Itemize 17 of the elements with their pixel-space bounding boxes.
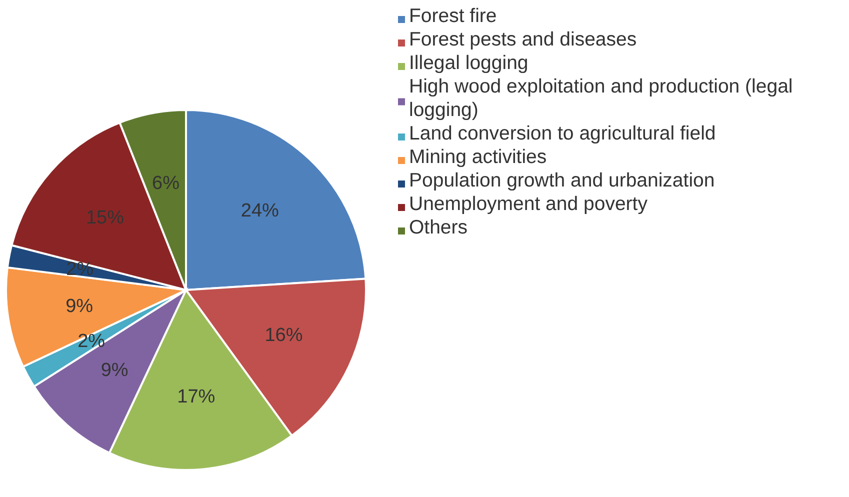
legend-label: Unemployment and poverty — [409, 193, 648, 215]
legend-label: Mining activities — [409, 146, 547, 168]
data-label: 6% — [152, 172, 180, 194]
legend-label: Land conversion to agricultural field — [409, 122, 716, 144]
data-label: 16% — [264, 325, 303, 346]
legend-label: Forest pests and diseases — [409, 28, 637, 50]
data-label: 24% — [240, 200, 280, 222]
legend-label: Population growth and urbanization — [409, 170, 715, 192]
legend-label: Illegal logging — [409, 52, 528, 74]
legend-label: Others — [409, 216, 468, 238]
data-label: 9% — [66, 296, 94, 317]
data-label: 15% — [86, 208, 124, 229]
legend-label: Forest fire — [409, 5, 497, 27]
data-label: 17% — [177, 386, 216, 408]
data-label: 2% — [66, 258, 94, 280]
data-label: 9% — [100, 360, 128, 382]
legend-label: High wood exploitation and production (legal logging) — [409, 76, 793, 121]
